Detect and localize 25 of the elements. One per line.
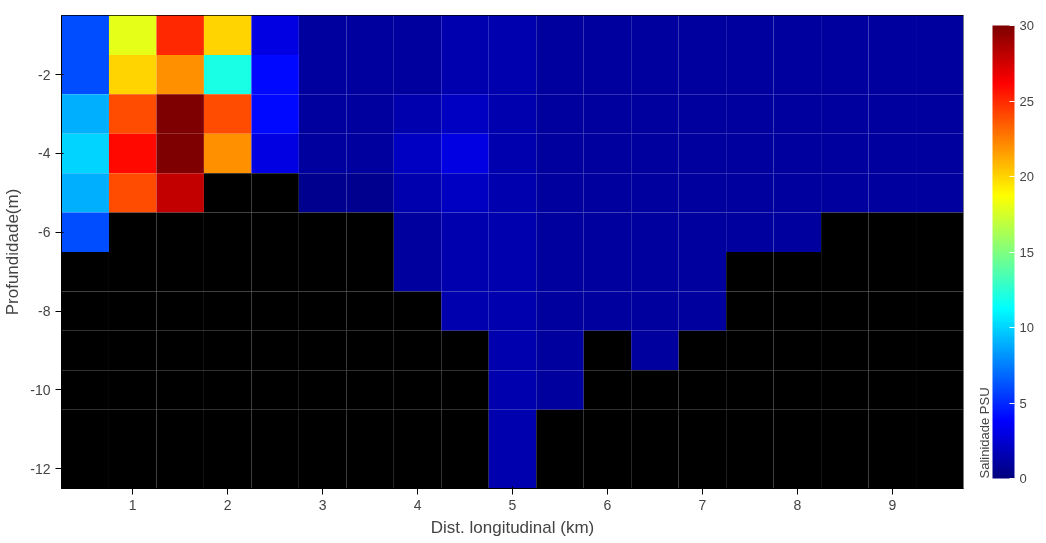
y-tick-label: -12	[30, 460, 51, 477]
x-tick-label: 7	[698, 496, 707, 513]
y-tick-label: -6	[38, 224, 51, 241]
x-tick-label: 8	[793, 496, 802, 513]
color-bar-title: Salinidade PSU	[976, 387, 992, 479]
y-axis-title: Profundidade(m)	[3, 188, 23, 316]
x-tick-label: 9	[888, 496, 897, 513]
y-tick-label: -4	[38, 145, 51, 162]
x-tick-label: 3	[318, 496, 327, 513]
x-tick-label: 5	[508, 496, 517, 513]
color-bar-label: 25	[1019, 93, 1034, 109]
x-tick-label: 2	[223, 496, 232, 513]
color-bar-label: 0	[1019, 471, 1027, 486]
x-tick-label: 4	[413, 496, 422, 513]
color-bar-label: 10	[1019, 320, 1034, 335]
x-axis-title: Dist. longitudinal (km)	[430, 517, 595, 537]
y-tick-label: -2	[38, 66, 51, 83]
color-bar-label: 15	[1019, 244, 1034, 260]
y-tick-label: -8	[38, 303, 51, 320]
color-bar-label: 5	[1019, 395, 1027, 411]
y-tick-label: -10	[30, 381, 51, 398]
x-tick-label: 6	[603, 496, 612, 513]
x-tick-label: 1	[128, 496, 137, 513]
color-bar-label: 30	[1019, 18, 1034, 33]
color-bar-label: 20	[1019, 169, 1034, 184]
